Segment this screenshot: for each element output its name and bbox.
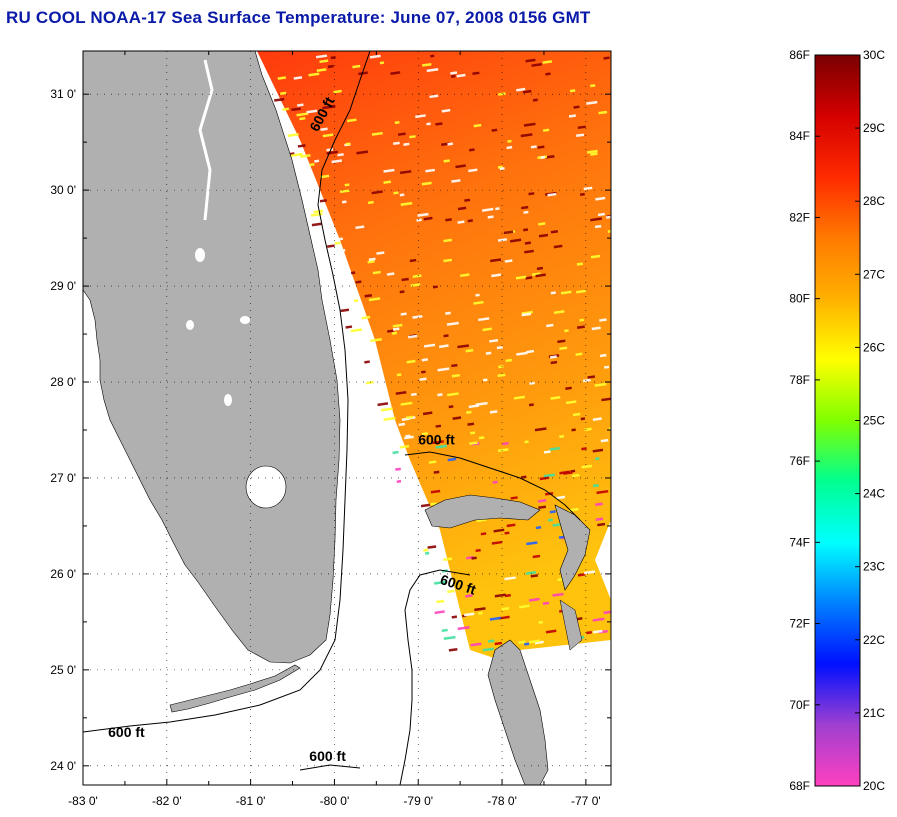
- contour-label-600ft: 600 ft: [309, 748, 346, 764]
- colorbar-label-f: 82F: [789, 210, 810, 224]
- andros-island: [487, 639, 549, 785]
- colorbar-label-c: 24C: [863, 487, 885, 501]
- map-title: RU COOL NOAA-17 Sea Surface Temperature:…: [6, 8, 591, 27]
- inland-lake: [240, 316, 250, 324]
- inland-lake: [224, 394, 232, 406]
- lon-tick-label: -80 0': [320, 794, 350, 808]
- lat-tick-label: 29 0': [50, 279, 76, 293]
- colorbar-label-f: 84F: [789, 129, 810, 143]
- colorbar-label-c: 21C: [863, 706, 885, 720]
- contour-label-600ft: 600 ft: [418, 431, 455, 447]
- lat-tick-label: 24 0': [50, 759, 76, 773]
- lon-tick-label: -79 0': [403, 794, 433, 808]
- inland-lake: [195, 248, 205, 262]
- map-frame: [82, 50, 612, 786]
- lat-tick-label: 31 0': [50, 87, 76, 101]
- lon-tick-label: -83 0': [68, 794, 98, 808]
- lon-tick-label: -81 0': [236, 794, 266, 808]
- colorbar-label-f: 86F: [789, 48, 810, 62]
- colorbar-label-c: 26C: [863, 340, 885, 354]
- colorbar-label-f: 72F: [789, 617, 810, 631]
- colorbar-label-c: 27C: [863, 267, 885, 281]
- colorbar-label-c: 20C: [863, 779, 885, 793]
- lat-tick-label: 27 0': [50, 471, 76, 485]
- colorbar-label-c: 25C: [863, 414, 885, 428]
- isobath-line-south: [299, 764, 361, 771]
- colorbar-celsius-labels: 30C 29C 28C 27C 26C 25C 24C 23C 22C 21C 20C: [855, 48, 885, 793]
- lon-tick-label: -77 0': [571, 794, 601, 808]
- lon-tick-label: -82 0': [152, 794, 182, 808]
- sst-swath-noise: [274, 54, 611, 652]
- abaco-island: [554, 504, 591, 591]
- grand-bahama-island: [424, 494, 541, 529]
- eleuthera-island: [559, 599, 583, 651]
- colorbar-label-c: 28C: [863, 194, 885, 208]
- inland-lake: [186, 320, 194, 330]
- colorbar-label-c: 23C: [863, 560, 885, 574]
- isobath-600ft: [83, 51, 581, 785]
- axis-ticks: -83 0' -82 0' -81 0' -80 0' -79 0' -78 0' -77 …: [50, 51, 611, 808]
- contour-label-600ft: 600 ft: [108, 724, 145, 740]
- colorbar-label-f: 74F: [789, 535, 810, 549]
- florida-landmass: [83, 51, 341, 664]
- lake-okeechobee: [245, 465, 287, 509]
- isobath-line-bahama-bank: [404, 451, 581, 521]
- colorbar-label-f: 78F: [789, 373, 810, 387]
- lat-tick-label: 28 0': [50, 375, 76, 389]
- isobath-line-east-florida: [83, 51, 371, 733]
- lat-tick-label: 26 0': [50, 567, 76, 581]
- lon-tick-label: -78 0': [487, 794, 517, 808]
- lat-tick-label: 25 0': [50, 663, 76, 677]
- inland-river: [198, 59, 214, 221]
- isobath-line-bahama-south: [399, 569, 471, 785]
- lat-tick-label: 30 0': [50, 183, 76, 197]
- colorbar-fahrenheit-labels: 86F 84F 82F 80F 78F 76F 74F 72F 70F 68F: [789, 48, 820, 793]
- colorbar-bar: [814, 54, 861, 787]
- colorbar-label-c: 22C: [863, 633, 885, 647]
- florida-keys: [169, 664, 301, 713]
- colorbar-label-c: 30C: [863, 48, 885, 62]
- colorbar-label-f: 68F: [789, 779, 810, 793]
- colorbar-label-f: 80F: [789, 292, 810, 306]
- colorbar-label-f: 76F: [789, 454, 810, 468]
- colorbar-label-c: 29C: [863, 121, 885, 135]
- colorbar: 86F 84F 82F 80F 78F 76F 74F 72F 70F 68F 30C 29C 28C…: [789, 48, 885, 793]
- colorbar-label-f: 70F: [789, 698, 810, 712]
